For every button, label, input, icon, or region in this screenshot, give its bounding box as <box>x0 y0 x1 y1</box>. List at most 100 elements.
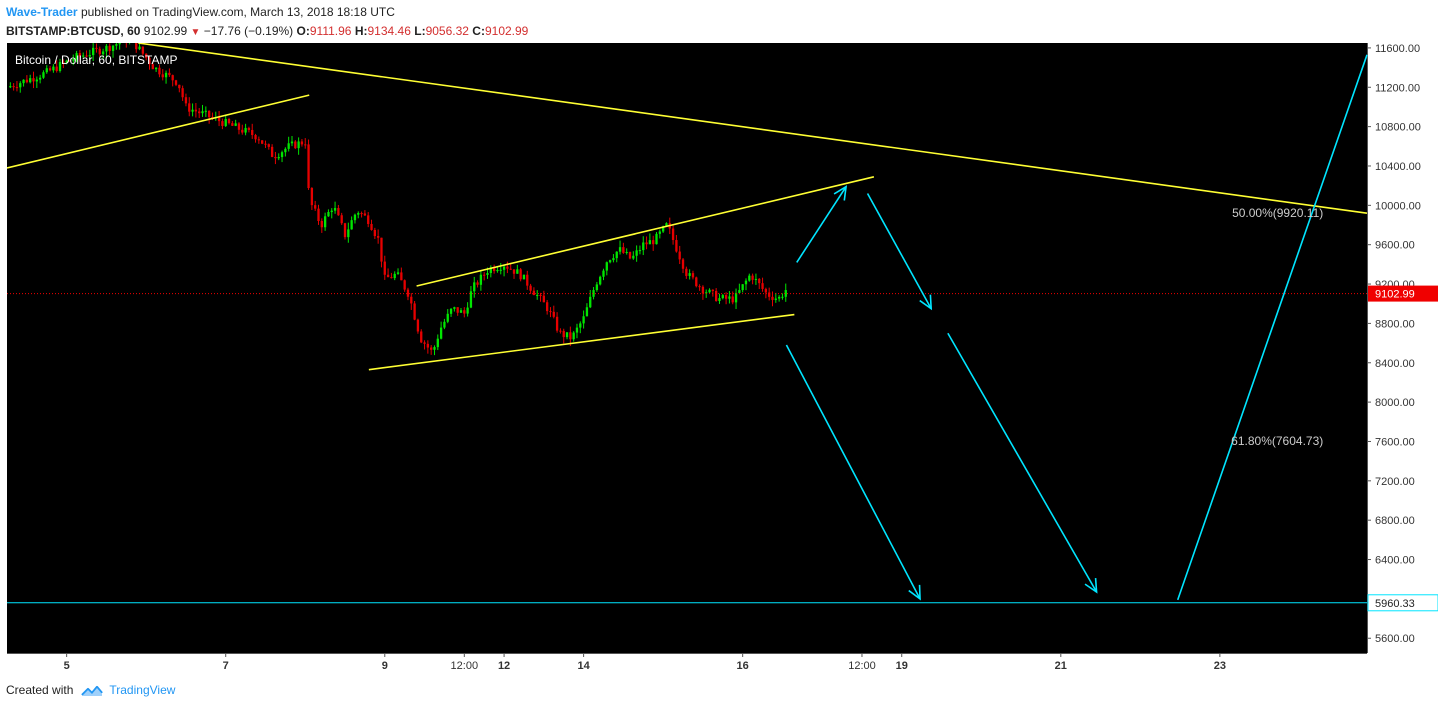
candle-body <box>88 55 92 57</box>
candle-body <box>439 327 443 339</box>
close-value: 9102.99 <box>484 24 529 38</box>
candle-body <box>708 289 711 293</box>
candle-body <box>244 127 247 133</box>
footer: Created with TradingView <box>6 683 175 697</box>
candle-body <box>380 237 383 262</box>
candle-body <box>138 46 141 50</box>
candle-body <box>519 269 522 280</box>
candle-body <box>141 46 145 54</box>
candle-body <box>383 261 386 275</box>
candle-body <box>261 140 264 144</box>
candle-body <box>526 274 529 286</box>
candle-body <box>111 45 115 51</box>
candle-body <box>532 290 536 296</box>
candle-body <box>95 47 98 49</box>
candle-body <box>599 276 602 285</box>
candle-body <box>337 208 340 216</box>
arrowhead-icon <box>908 584 921 601</box>
candle-body <box>38 77 42 80</box>
candle-body <box>645 242 648 245</box>
candle-body <box>254 135 257 140</box>
candle-body <box>774 298 777 300</box>
tradingview-logo-icon <box>81 685 104 696</box>
candle-body <box>231 123 234 126</box>
y-tick-label: 6400.00 <box>1375 555 1415 567</box>
high-label: H: <box>354 24 368 38</box>
candle-body <box>426 343 430 348</box>
chart-area[interactable]: 11600.00 11200.00 10800.00 10400.00 10000.00… <box>7 43 1438 675</box>
low-label: L: <box>414 24 426 38</box>
candle-body <box>615 251 618 259</box>
y-tick-label: 5600.00 <box>1375 633 1415 645</box>
candle-body <box>688 273 691 276</box>
trendline <box>7 94 310 169</box>
candle-body <box>327 212 330 217</box>
candle-body <box>207 110 211 118</box>
y-tick-label: 6800.00 <box>1375 515 1415 527</box>
candle-body <box>154 67 158 70</box>
close-label: C: <box>472 24 485 38</box>
candle-body <box>612 258 615 261</box>
candle-body <box>711 289 715 291</box>
candle-body <box>78 53 82 57</box>
candle-body <box>516 269 519 274</box>
created-with-text: Created with <box>6 683 74 697</box>
recovery-projection-line <box>1176 54 1368 601</box>
candle-body <box>307 144 310 189</box>
candle-body <box>509 268 512 270</box>
candle-body <box>161 74 164 78</box>
candle-body <box>420 331 423 343</box>
candle-body <box>340 215 343 224</box>
candle-body <box>695 277 698 287</box>
arrowhead-icon <box>833 185 848 201</box>
candle-body <box>592 290 595 297</box>
candle-body <box>310 188 314 206</box>
candle-body <box>572 332 575 340</box>
low-value: 9056.32 <box>425 24 469 38</box>
plot-background <box>7 43 1367 653</box>
candle-body <box>499 269 502 271</box>
candle-body <box>754 278 758 280</box>
candle-body <box>15 87 19 89</box>
y-tick-label: 10800.00 <box>1375 122 1421 134</box>
x-tick-label: 16 <box>737 660 749 672</box>
candle-body <box>184 97 188 104</box>
candle-body <box>748 275 751 281</box>
support-price-tag <box>1367 594 1438 612</box>
candle-body <box>502 266 506 270</box>
candle-body <box>476 282 479 285</box>
candle-body <box>738 290 741 293</box>
candle-body <box>198 111 201 114</box>
candle-body <box>101 51 105 55</box>
price-chart[interactable]: 11600.00 11200.00 10800.00 10400.00 10000.00… <box>7 43 1438 675</box>
candle-body <box>705 292 708 294</box>
candle-body <box>575 327 579 333</box>
candle-body <box>492 267 496 272</box>
candle-body <box>555 316 559 331</box>
candle-body <box>363 213 367 216</box>
candle-body <box>701 286 705 294</box>
candle-body <box>430 347 433 350</box>
candle-body <box>75 53 78 60</box>
y-tick-label: 8800.00 <box>1375 318 1415 330</box>
candle-body <box>12 86 15 88</box>
candle-body <box>658 231 661 234</box>
author-link[interactable]: Wave-Trader <box>6 5 78 19</box>
candle-body <box>459 310 463 313</box>
candle-body <box>65 60 68 63</box>
candle-body <box>671 228 675 241</box>
candle-body <box>178 84 181 89</box>
candle-body <box>148 57 151 65</box>
arrowhead-icon <box>919 294 933 311</box>
chart-title: Bitcoin / Dollar, 60, BITSTAMP <box>15 53 178 67</box>
tradingview-brand-link[interactable]: TradingView <box>109 683 176 697</box>
candle-body <box>227 119 231 124</box>
last-price: 9102.99 <box>143 24 188 38</box>
x-tick-label: 14 <box>577 660 590 672</box>
candle-body <box>652 240 655 245</box>
candle-body <box>280 152 284 158</box>
candle-body <box>545 302 549 312</box>
candle-body <box>483 274 486 276</box>
y-tick-label: 8000.00 <box>1375 397 1415 409</box>
candle-body <box>297 141 300 149</box>
